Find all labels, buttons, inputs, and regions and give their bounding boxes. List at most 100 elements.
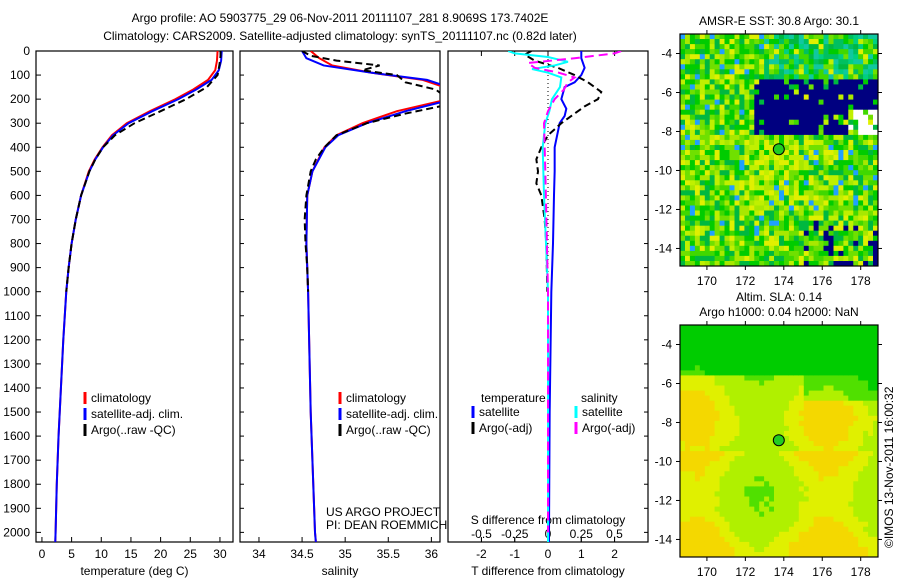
x-tick-label: 174 (774, 274, 794, 288)
x-tick-label: 170 (697, 565, 717, 579)
sst-map-cells (680, 34, 879, 267)
x-axis-label: salinity (322, 564, 359, 578)
x-tick-label: 36 (425, 547, 439, 561)
x-tick-label: 34 (252, 547, 266, 561)
y-tick-label: 1300 (3, 357, 30, 371)
salinity-series-2 (301, 51, 440, 292)
difference-legend-t-label: satellite (479, 405, 520, 419)
x-tick-label: 25 (184, 547, 198, 561)
y-tick-label: -4 (661, 46, 672, 60)
y-tick-label: -12 (655, 202, 673, 216)
sla-map-frame (679, 324, 879, 558)
y-tick-label: -10 (655, 454, 673, 468)
x-tick-label: 30 (213, 547, 227, 561)
y-tick-label: 700 (10, 212, 30, 226)
project-annotation: PI: DEAN ROEMMICH (326, 518, 447, 532)
y-tick-label: -6 (661, 376, 672, 390)
x-tick-label: 20 (154, 547, 168, 561)
difference-series-3 (525, 51, 622, 533)
difference-series-group (507, 51, 622, 542)
difference-legend-t-label: Argo(-adj) (479, 421, 532, 435)
y-tick-label: 800 (10, 237, 30, 251)
argo-location-marker (772, 143, 785, 156)
s-tick-label: 0.5 (606, 527, 623, 541)
s-tick-label: -0.5 (471, 527, 492, 541)
title-line-2: Climatology: CARS2009. Satellite-adjuste… (103, 29, 577, 43)
y-tick-label: -8 (661, 124, 672, 138)
y-tick-label: 600 (10, 188, 30, 202)
sst-map-title: AMSR-E SST: 30.8 Argo: 30.1 (699, 14, 859, 28)
copyright: ©IMOS 13-Nov-2011 16:00:32 (882, 386, 896, 548)
y-tick-label: -8 (661, 415, 672, 429)
y-tick-label: 500 (10, 164, 30, 178)
sst-map-frame (679, 33, 879, 267)
y-tick-label: -14 (655, 241, 673, 255)
x-tick-label: 15 (124, 547, 138, 561)
y-tick-label: -10 (655, 163, 673, 177)
difference-series-0 (547, 51, 586, 542)
x-tick-label: 34.5 (290, 547, 314, 561)
salinity-legend-label: satellite-adj. clim. (346, 407, 438, 421)
s-tick-label: -0.25 (501, 527, 529, 541)
t-tick-label: 0 (545, 547, 552, 561)
y-tick-label: 1500 (3, 405, 30, 419)
x-tick-label: 10 (95, 547, 109, 561)
x-tick-label: 176 (812, 274, 832, 288)
y-tick-label: -4 (661, 337, 672, 351)
salinity-series-1 (301, 51, 440, 542)
t-tick-label: 2 (611, 547, 618, 561)
project-annotation: US ARGO PROJECT (326, 505, 441, 519)
temperature-series-group (54, 51, 223, 542)
y-tick-label: 900 (10, 261, 30, 275)
salinity-legend-label: Argo(..raw -QC) (346, 423, 431, 437)
difference-legend-s-label: Argo(-adj) (582, 421, 635, 435)
x-tick-label: 172 (735, 274, 755, 288)
y-tick-label: 2000 (3, 525, 30, 539)
sla-map-title-1: Altim. SLA: 0.14 (736, 290, 822, 304)
y-tick-label: 1700 (3, 453, 30, 467)
y-tick-label: 1400 (3, 381, 30, 395)
y-tick-label: 1100 (4, 309, 30, 323)
x-tick-label: 176 (812, 565, 832, 579)
y-tick-label: 0 (23, 44, 30, 58)
y-tick-label: 1200 (3, 333, 30, 347)
y-tick-label: -12 (655, 493, 673, 507)
y-tick-label: 1600 (3, 429, 30, 443)
temperature-series-2 (65, 51, 222, 292)
temperature-legend-label: climatology (91, 391, 151, 405)
temperature-panel-frame (35, 50, 234, 543)
y-tick-label: 300 (10, 116, 30, 130)
temperature-legend-label: Argo(..raw -QC) (91, 423, 176, 437)
sla-map-title-2: Argo h1000: 0.04 h2000: NaN (699, 305, 858, 319)
t-tick-label: -1 (509, 547, 520, 561)
y-tick-label: 1800 (3, 477, 30, 491)
temperature-series-1 (54, 51, 223, 542)
difference-series-1 (522, 51, 603, 292)
salinity-panel-frame (239, 50, 441, 543)
x-tick-label: 178 (851, 565, 871, 579)
temperature-legend-label: satellite-adj. clim. (91, 407, 183, 421)
x-tick-label: 5 (68, 547, 75, 561)
x-tick-label: 35 (338, 547, 352, 561)
legend-temperature-title: temperature (481, 391, 546, 405)
x-tick-label: 0 (39, 547, 46, 561)
salinity-legend-label: climatology (346, 391, 406, 405)
salinity-series-group (301, 51, 440, 542)
y-tick-label: 200 (10, 92, 30, 106)
t-tick-label: 1 (578, 547, 585, 561)
y-tick-label: -6 (661, 85, 672, 99)
s-tick-label: 0.25 (570, 527, 594, 541)
y-tick-label: -14 (655, 532, 673, 546)
x-tick-label: 172 (735, 565, 755, 579)
x-tick-label: 174 (774, 565, 794, 579)
x-axis-label: temperature (deg C) (80, 564, 188, 578)
t-axis-label: T difference from climatology (471, 564, 625, 578)
x-tick-label: 170 (697, 274, 717, 288)
y-tick-label: 1000 (3, 285, 30, 299)
argo-location-marker (772, 434, 785, 447)
y-tick-label: 400 (10, 140, 30, 154)
difference-legend-s-label: satellite (582, 405, 623, 419)
legend-salinity-title: salinity (581, 391, 618, 405)
y-tick-label: 1900 (3, 501, 30, 515)
